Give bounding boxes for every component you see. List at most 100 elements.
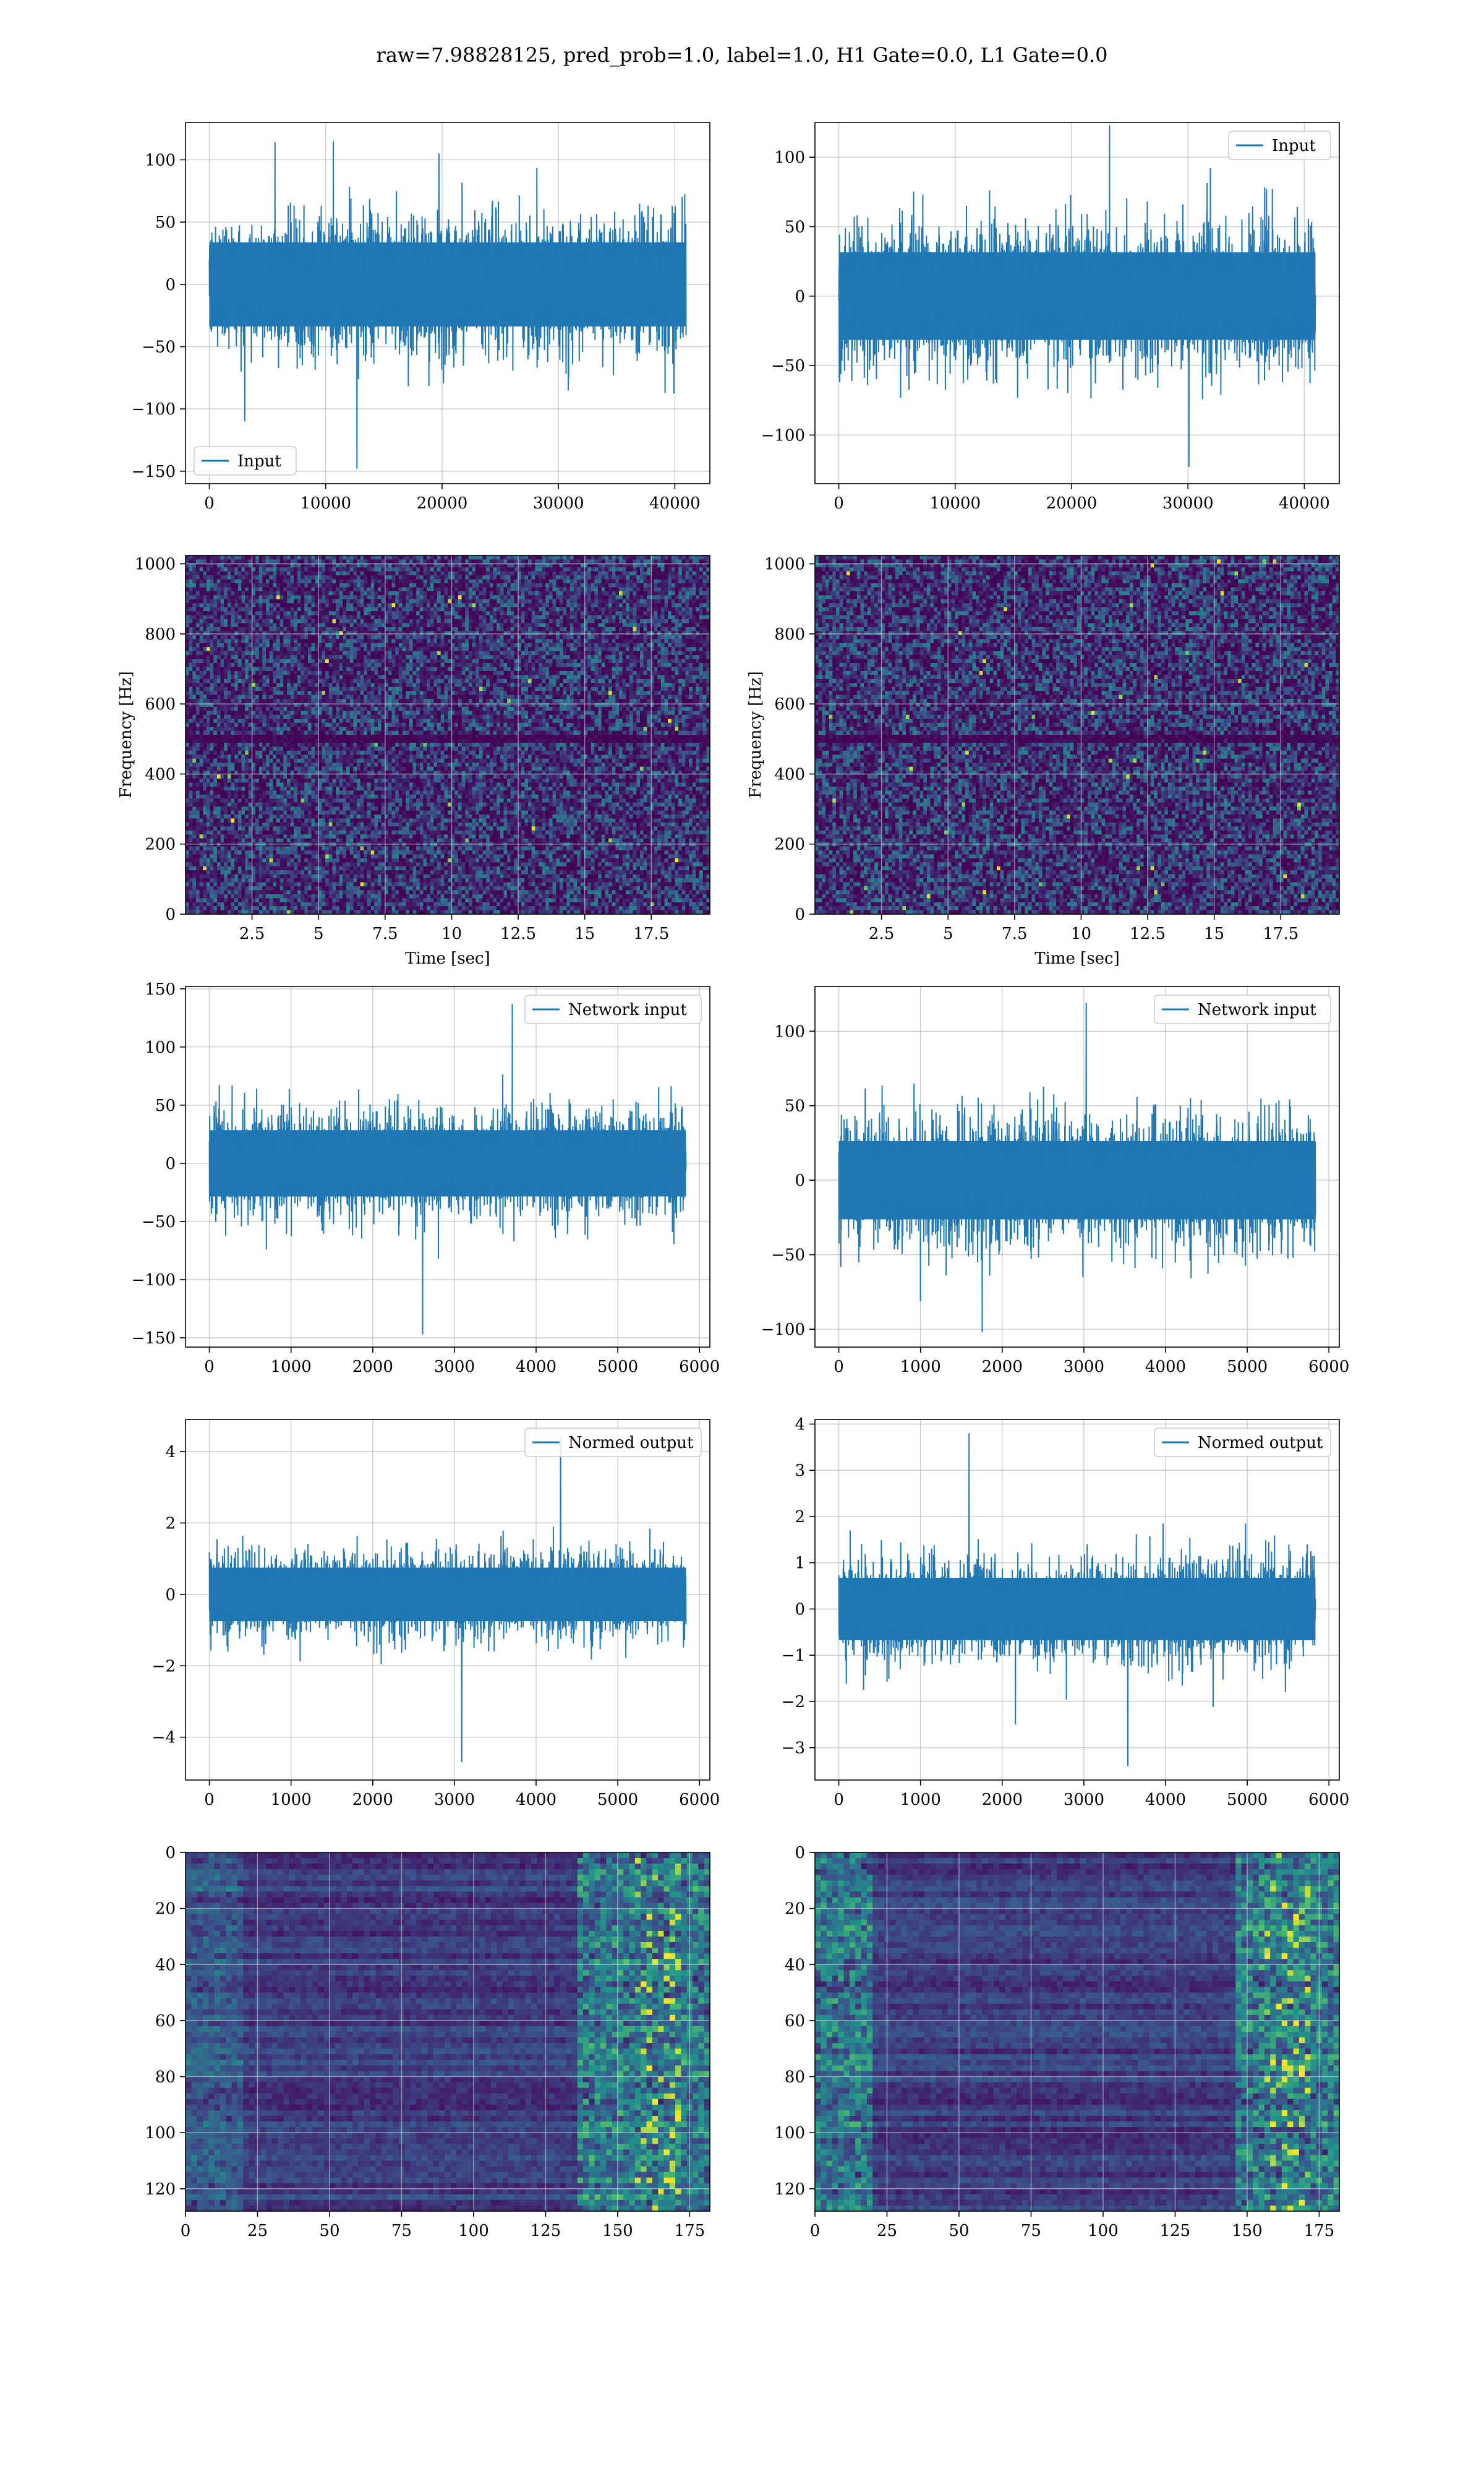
spectrogram-cell xyxy=(626,651,630,656)
spectrogram-cell xyxy=(304,575,309,580)
spectrogram-cell xyxy=(220,639,224,644)
spectrogram-cell xyxy=(279,678,284,683)
spectrogram-cell xyxy=(671,635,676,640)
spectrogram-cell xyxy=(668,555,672,560)
spectrogram-cell xyxy=(538,563,543,568)
spectrogram-cell xyxy=(458,683,463,688)
spectrogram-cell xyxy=(510,555,515,560)
spectrogram-cell xyxy=(657,555,662,560)
spectrogram-cell xyxy=(510,635,515,640)
spectrogram-cell xyxy=(493,647,497,652)
spectrogram-cell xyxy=(706,619,710,624)
spectrogram-cell xyxy=(364,559,368,564)
spectrogram-cell xyxy=(451,559,455,564)
spectrogram-cell xyxy=(377,670,382,675)
spectrogram-cell xyxy=(440,603,445,608)
spectrogram-cell xyxy=(186,555,190,560)
spectrogram-cell xyxy=(353,559,357,564)
spectrogram-cell xyxy=(444,559,448,564)
spectrogram-cell xyxy=(360,670,364,675)
spectrogram-cell xyxy=(689,603,693,608)
spectrogram-cell xyxy=(346,615,351,620)
spectrogram-cell xyxy=(440,615,445,620)
spectrogram-cell xyxy=(654,579,658,584)
spectrogram-cell xyxy=(210,631,214,636)
spectrogram-cell xyxy=(500,575,505,580)
spectrogram-cell xyxy=(360,659,364,664)
spectrogram-cell xyxy=(699,647,704,652)
spectrogram-cell xyxy=(528,587,532,592)
spectrogram-cell xyxy=(203,647,207,652)
spectrogram-cell xyxy=(696,571,700,576)
spectrogram-cell xyxy=(297,603,302,608)
spectrogram-cell xyxy=(654,555,658,560)
spectrogram-cell xyxy=(465,627,469,632)
spectrogram-cell xyxy=(370,627,375,632)
spectrogram-cell xyxy=(507,587,511,592)
spectrogram-cell xyxy=(388,579,393,584)
spectrogram-cell xyxy=(451,563,455,568)
spectrogram-cell xyxy=(273,567,277,572)
spectrogram-cell xyxy=(339,579,343,584)
spectrogram-cell xyxy=(559,627,564,632)
spectrogram-cell xyxy=(203,595,207,600)
spectrogram-cell xyxy=(454,647,459,652)
spectrogram-cell xyxy=(706,670,710,675)
spectrogram-cell xyxy=(552,659,556,664)
spectrogram-cell xyxy=(580,583,585,588)
spectrogram-cell xyxy=(675,615,679,620)
spectrogram-cell xyxy=(189,639,193,644)
spectrogram-cell xyxy=(587,619,592,624)
spectrogram-cell xyxy=(398,655,403,660)
spectrogram-cell xyxy=(601,655,605,660)
spectrogram-cell xyxy=(245,670,249,675)
spectrogram-cell xyxy=(290,667,294,672)
spectrogram-cell xyxy=(461,683,466,688)
spectrogram-cell xyxy=(231,643,235,648)
spectrogram-cell xyxy=(702,631,707,636)
spectrogram-cell xyxy=(552,647,556,652)
spectrogram-cell xyxy=(601,579,605,584)
spectrogram-cell xyxy=(699,667,704,672)
spectrogram-cell xyxy=(423,607,427,612)
spectrogram-cell xyxy=(220,571,224,576)
spectrogram-cell xyxy=(391,639,396,644)
spectrogram-cell xyxy=(472,670,476,675)
spectrogram-cell xyxy=(591,663,595,668)
spectrogram-cell xyxy=(479,675,484,680)
spectrogram-cell xyxy=(377,639,382,644)
spectrogram-cell xyxy=(566,555,571,560)
spectrogram-cell xyxy=(566,591,571,596)
spectrogram-cell xyxy=(608,675,613,680)
spectrogram-cell xyxy=(514,631,518,636)
spectrogram-cell xyxy=(633,555,637,560)
spectrogram-cell xyxy=(591,599,595,604)
spectrogram-cell xyxy=(381,623,385,628)
spectrogram-cell xyxy=(482,667,487,672)
spectrogram-cell xyxy=(195,607,200,612)
spectrogram-cell xyxy=(241,639,245,644)
spectrogram-cell xyxy=(633,659,637,664)
spectrogram-cell xyxy=(279,563,284,568)
axes-frame xyxy=(814,122,1340,484)
spectrogram-cell xyxy=(598,595,602,600)
spectrogram-cell xyxy=(668,663,672,668)
spectrogram-cell xyxy=(650,655,655,660)
spectrogram-cell xyxy=(538,639,543,644)
spectrogram-cell xyxy=(524,579,529,584)
spectrogram-cell xyxy=(681,651,686,656)
spectrogram-cell xyxy=(594,563,599,568)
spectrogram-cell xyxy=(538,587,543,592)
spectrogram-cell xyxy=(668,670,672,675)
spectrogram-cell xyxy=(482,619,487,624)
spectrogram-cell xyxy=(465,631,469,636)
spectrogram-cell xyxy=(510,655,515,660)
spectrogram-cell xyxy=(370,647,375,652)
spectrogram-cell xyxy=(493,635,497,640)
spectrogram-cell xyxy=(269,663,273,668)
spectrogram-cell xyxy=(339,587,343,592)
spectrogram-cell xyxy=(255,575,260,580)
spectrogram-cell xyxy=(461,611,466,616)
spectrogram-cell xyxy=(654,571,658,576)
